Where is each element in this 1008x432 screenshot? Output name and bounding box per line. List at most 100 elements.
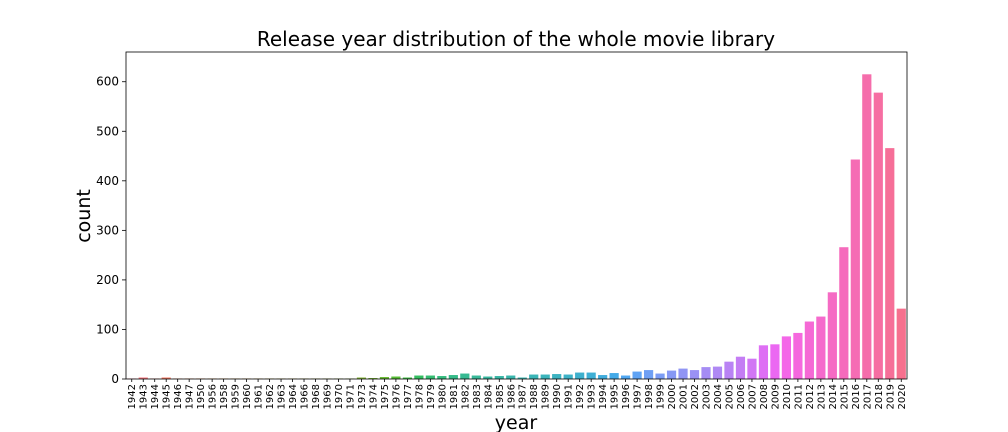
x-tick-label-2014: 2014	[828, 384, 839, 409]
bar-2010	[781, 336, 791, 379]
x-tick-label-1982: 1982	[460, 384, 471, 409]
x-tick-label-1995: 1995	[610, 384, 621, 409]
x-tick-label-1945: 1945	[162, 384, 173, 409]
bar-1986	[506, 375, 516, 379]
y-tick-label: 600	[96, 75, 119, 89]
bar-1995	[609, 373, 619, 379]
bar-1992	[575, 372, 585, 379]
bar-2014	[827, 292, 837, 379]
bar-1943	[138, 377, 148, 379]
bar-2017	[862, 74, 872, 380]
x-tick-label-2005: 2005	[724, 384, 735, 409]
x-tick-label-2008: 2008	[759, 384, 770, 409]
x-tick-label-1993: 1993	[587, 384, 598, 409]
x-tick-label-1985: 1985	[495, 384, 506, 409]
x-tick-label-1966: 1966	[300, 384, 311, 409]
x-tick-label-1992: 1992	[575, 384, 586, 409]
x-tick-label-1979: 1979	[426, 384, 437, 409]
x-tick-label-2002: 2002	[690, 384, 701, 409]
bar-2011	[793, 332, 803, 379]
x-tick-label-1944: 1944	[150, 384, 161, 409]
bar-1990	[552, 374, 562, 379]
x-tick-label-1984: 1984	[483, 384, 494, 409]
x-tick-label-2007: 2007	[747, 384, 758, 409]
chart-title: Release year distribution of the whole m…	[257, 27, 775, 51]
bar-1982	[460, 373, 470, 379]
x-tick-label-2004: 2004	[713, 384, 724, 409]
bar-2009	[770, 344, 780, 379]
bar-2006	[735, 356, 746, 379]
x-tick-label-1971: 1971	[345, 384, 356, 409]
y-tick-label: 400	[96, 174, 119, 188]
y-tick-label: 0	[111, 372, 119, 386]
x-tick-label-1998: 1998	[644, 384, 655, 409]
x-tick-label-1962: 1962	[265, 384, 276, 409]
x-tick-label-1968: 1968	[311, 384, 322, 409]
bar-2013	[816, 316, 826, 379]
x-tick-label-2019: 2019	[885, 384, 896, 409]
x-tick-label-1981: 1981	[449, 384, 460, 409]
bar-1989	[540, 374, 550, 379]
x-tick-label-1974: 1974	[368, 384, 379, 409]
x-tick-label-1980: 1980	[437, 384, 448, 409]
x-tick-label-1997: 1997	[633, 384, 644, 409]
y-tick-label: 300	[96, 223, 119, 237]
x-tick-label-1959: 1959	[231, 384, 242, 409]
bar-1987	[517, 377, 527, 379]
x-tick-label-1964: 1964	[288, 384, 299, 409]
y-tick-label: 500	[96, 124, 119, 138]
bar-1973	[356, 377, 367, 379]
bar-1983	[471, 375, 481, 379]
bar-1981	[448, 375, 458, 379]
bar-1993	[586, 372, 596, 379]
x-tick-label-2018: 2018	[874, 384, 885, 409]
bar-1979	[425, 375, 435, 379]
bar-2012	[804, 321, 814, 379]
bar-1984	[483, 376, 493, 379]
y-tick-label: 100	[96, 322, 119, 336]
x-tick-label-2003: 2003	[702, 384, 713, 409]
bar-2004	[712, 366, 723, 379]
plot-frame	[125, 51, 908, 380]
bar-1996	[621, 375, 631, 379]
x-tick-label-2016: 2016	[851, 384, 862, 409]
bar-1945	[161, 377, 171, 379]
bar-1985	[494, 376, 504, 379]
x-tick-label-1996: 1996	[621, 384, 632, 409]
x-tick-label-2000: 2000	[667, 384, 678, 409]
x-tick-label-1991: 1991	[564, 384, 575, 409]
x-tick-label-2013: 2013	[816, 384, 827, 409]
bar-1975	[379, 377, 390, 379]
bar-1997	[632, 371, 642, 379]
x-tick-label-1999: 1999	[656, 384, 667, 409]
y-tick-label: 200	[96, 273, 119, 287]
x-tick-label-1986: 1986	[506, 384, 517, 409]
x-tick-label-1956: 1956	[208, 384, 219, 409]
x-tick-label-2015: 2015	[839, 384, 850, 409]
x-tick-label-1976: 1976	[391, 384, 402, 409]
x-tick-label-2011: 2011	[793, 384, 804, 409]
x-tick-label-1943: 1943	[139, 384, 150, 409]
x-tick-label-1942: 1942	[127, 384, 138, 409]
x-tick-label-2009: 2009	[770, 384, 781, 409]
x-tick-label-1988: 1988	[529, 384, 540, 409]
x-axis-label: year	[495, 412, 538, 432]
x-tick-label-1989: 1989	[541, 384, 552, 409]
bar-2015	[839, 247, 849, 379]
bar-1988	[529, 374, 539, 379]
x-axis: 1942 1943 1944 1945 1946 1947 1950 1956 1958 1959…	[127, 379, 908, 409]
bar-1976	[391, 376, 401, 379]
x-tick-label-1973: 1973	[357, 384, 368, 409]
y-axis-label: count	[73, 189, 95, 243]
bar-2019	[885, 148, 895, 379]
bar-2001	[678, 368, 688, 379]
x-tick-label-1969: 1969	[322, 384, 333, 409]
x-tick-label-1987: 1987	[518, 384, 529, 409]
x-tick-label-2012: 2012	[805, 384, 816, 409]
x-tick-label-1963: 1963	[277, 384, 288, 409]
x-tick-label-1977: 1977	[403, 384, 414, 409]
x-tick-label-1975: 1975	[380, 384, 391, 409]
bar-2003	[701, 367, 711, 379]
bars-group	[127, 74, 906, 380]
